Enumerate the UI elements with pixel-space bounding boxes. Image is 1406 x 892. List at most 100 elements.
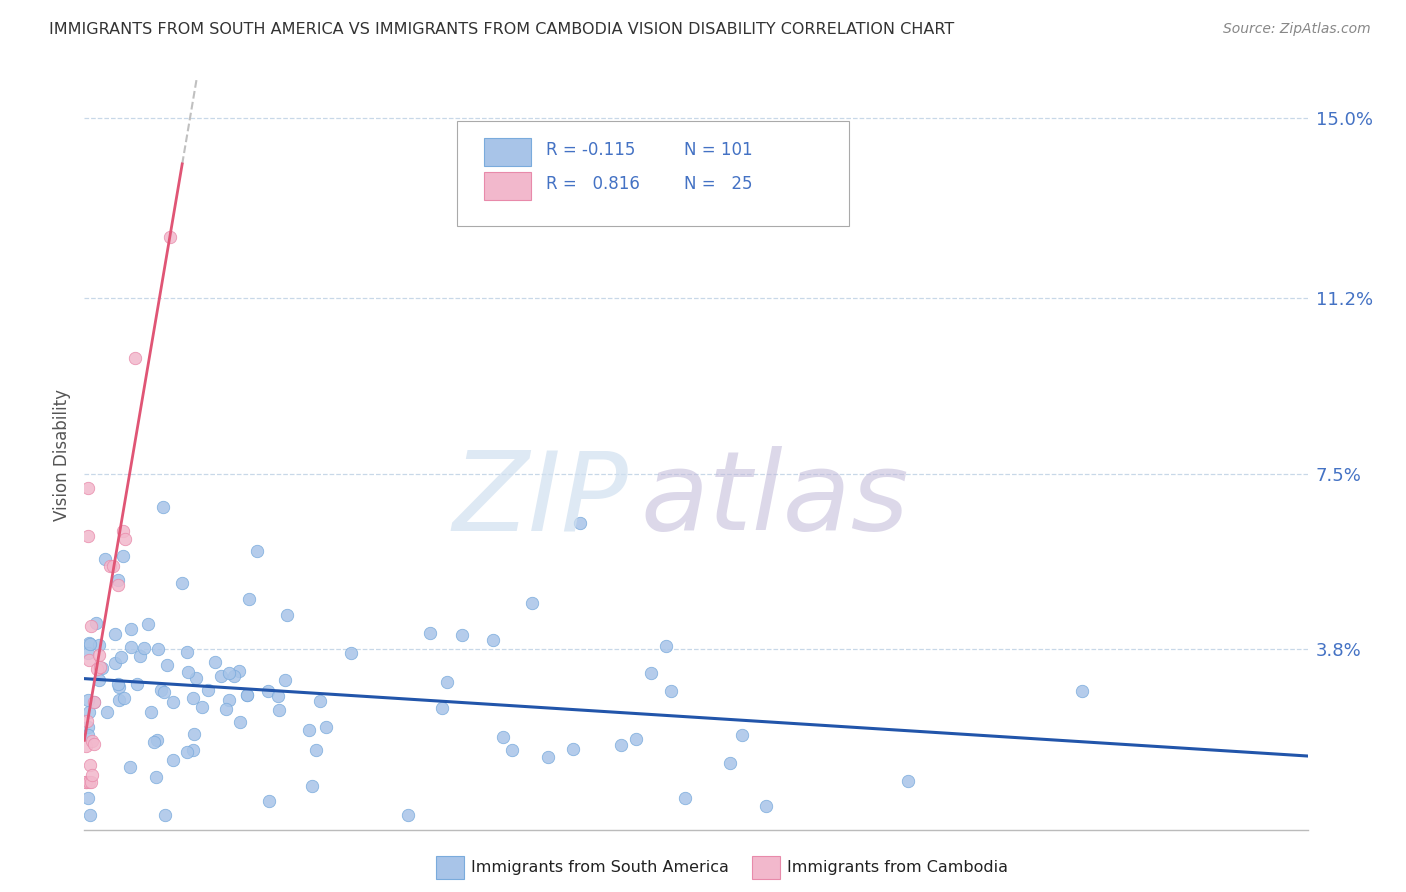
Point	[77, 528, 100, 542]
Point	[1071, 684, 1094, 698]
Point	[94, 552, 117, 566]
Point	[718, 756, 741, 770]
Point	[730, 728, 752, 742]
Point	[80, 768, 103, 782]
Point	[79, 618, 101, 632]
Point	[146, 733, 169, 747]
Point	[120, 759, 142, 773]
Point	[153, 685, 176, 699]
Point	[87, 638, 110, 652]
Point	[79, 808, 101, 822]
Point	[257, 684, 280, 698]
Point	[110, 649, 132, 664]
Point	[640, 665, 662, 680]
Text: Immigrants from Cambodia: Immigrants from Cambodia	[787, 860, 1008, 875]
Point	[77, 791, 100, 805]
Point	[75, 775, 97, 789]
Point	[610, 738, 633, 752]
Point	[218, 693, 240, 707]
Point	[143, 735, 166, 749]
Point	[176, 645, 198, 659]
Point	[77, 720, 100, 734]
Point	[152, 500, 174, 515]
Point	[897, 773, 920, 788]
Point	[132, 641, 155, 656]
Point	[77, 636, 100, 650]
Point	[77, 775, 100, 789]
Text: IMMIGRANTS FROM SOUTH AMERICA VS IMMIGRANTS FROM CAMBODIA VISION DISABILITY CORR: IMMIGRANTS FROM SOUTH AMERICA VS IMMIGRA…	[49, 22, 955, 37]
Point	[301, 779, 323, 793]
Point	[238, 592, 260, 607]
Point	[183, 726, 205, 740]
Point	[236, 689, 259, 703]
Point	[183, 690, 205, 705]
Point	[138, 616, 160, 631]
Point	[501, 743, 523, 757]
Point	[108, 693, 131, 707]
Point	[450, 628, 472, 642]
Point	[419, 626, 441, 640]
Point	[522, 596, 544, 610]
Point	[77, 728, 100, 742]
Point	[204, 655, 226, 669]
Point	[176, 745, 198, 759]
Point	[80, 775, 103, 789]
Point	[215, 702, 238, 716]
Point	[659, 683, 682, 698]
Point	[120, 622, 142, 636]
Point	[77, 653, 100, 667]
Point	[89, 659, 111, 673]
Point	[274, 673, 297, 688]
Text: atlas: atlas	[641, 446, 910, 553]
Point	[396, 808, 419, 822]
Point	[177, 665, 200, 679]
Point	[162, 695, 184, 709]
Point	[128, 648, 150, 663]
Point	[104, 627, 127, 641]
Point	[124, 351, 146, 366]
Point	[197, 683, 219, 698]
Point	[222, 669, 245, 683]
Point	[267, 689, 290, 703]
Point	[108, 680, 131, 694]
Point	[120, 640, 142, 654]
Point	[111, 549, 134, 563]
Point	[103, 559, 125, 574]
FancyBboxPatch shape	[484, 138, 531, 167]
Point	[75, 775, 97, 789]
Point	[145, 770, 167, 784]
Point	[87, 673, 110, 688]
Point	[98, 558, 121, 573]
Text: R = -0.115: R = -0.115	[546, 141, 636, 159]
Point	[624, 731, 647, 746]
Point	[675, 790, 697, 805]
Point	[107, 578, 129, 592]
Point	[276, 608, 298, 623]
Point	[184, 671, 207, 685]
Point	[75, 739, 97, 753]
Point	[236, 688, 259, 702]
FancyBboxPatch shape	[457, 121, 849, 227]
Point	[561, 741, 583, 756]
Point	[107, 677, 129, 691]
Point	[125, 676, 148, 690]
Point	[315, 720, 337, 734]
Point	[80, 734, 103, 748]
Point	[492, 730, 515, 744]
Point	[79, 636, 101, 650]
Text: N =   25: N = 25	[683, 175, 752, 193]
Point	[111, 524, 134, 538]
Point	[86, 662, 108, 676]
Point	[90, 660, 112, 674]
Point	[76, 714, 98, 728]
Point	[430, 701, 453, 715]
Point	[114, 532, 136, 546]
Point	[267, 703, 290, 717]
Point	[298, 723, 321, 737]
Point	[228, 715, 250, 730]
Point	[79, 757, 101, 772]
Text: Source: ZipAtlas.com: Source: ZipAtlas.com	[1223, 22, 1371, 37]
Point	[83, 695, 105, 709]
Point	[308, 694, 330, 708]
Point	[79, 705, 101, 719]
